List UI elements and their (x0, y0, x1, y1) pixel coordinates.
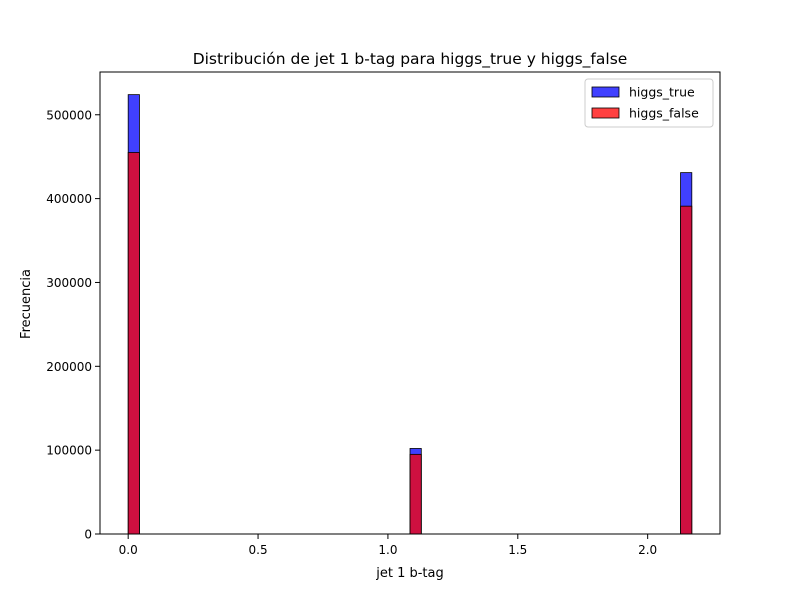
x-tick-label: 1.0 (378, 543, 397, 557)
x-tick-label: 0.0 (119, 543, 138, 557)
y-tick-label: 300000 (46, 276, 92, 290)
y-tick-label: 200000 (46, 360, 92, 374)
y-tick-label: 400000 (46, 192, 92, 206)
x-tick-label: 0.5 (249, 543, 268, 557)
y-axis-label: Frecuencia (19, 269, 34, 339)
axes-frame (99, 71, 721, 535)
x-tick-label: 2.0 (638, 543, 657, 557)
legend-label-higgs_true: higgs_true (629, 85, 695, 100)
x-axis-label: jet 1 b-tag (375, 566, 444, 581)
chart-title: Distribución de jet 1 b-tag para higgs_t… (193, 50, 628, 69)
legend: higgs_true higgs_false (584, 78, 714, 128)
bar-higgs_false-2 (680, 205, 693, 535)
legend-label-higgs_false: higgs_false (629, 106, 699, 121)
legend-swatch-higgs_false (591, 107, 620, 119)
plot-area: 0.0 0.5 1.0 1.5 2.0 0 100000 200000 300000 400000… (46, 71, 721, 557)
y-tick-label: 0 (84, 528, 92, 542)
bar-higgs_false-0 (127, 152, 140, 535)
y-tick-label: 500000 (46, 108, 92, 122)
x-tick-label: 1.5 (508, 543, 527, 557)
legend-swatch-higgs_true (591, 86, 620, 98)
bar-higgs_false-1 (409, 453, 422, 535)
y-tick-label: 100000 (46, 444, 92, 458)
